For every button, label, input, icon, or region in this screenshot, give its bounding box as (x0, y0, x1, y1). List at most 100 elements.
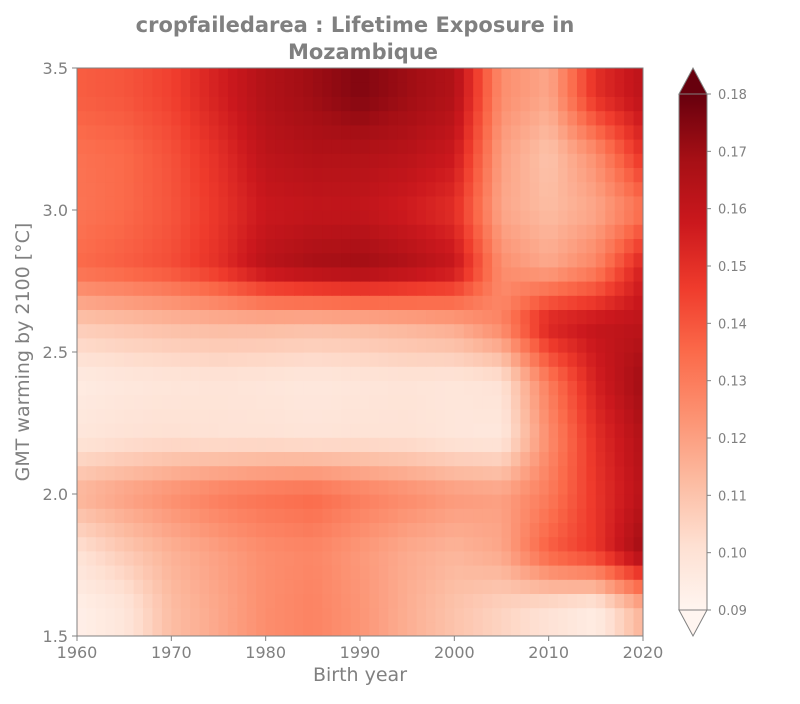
heatmap-cell (284, 394, 295, 410)
heatmap-cell (284, 536, 295, 552)
heatmap-cell (322, 323, 333, 339)
heatmap-cell (463, 550, 474, 566)
heatmap-cell (529, 295, 540, 310)
heatmap-cell (510, 479, 521, 495)
heatmap-cell (558, 124, 569, 140)
heatmap-cell (312, 494, 323, 509)
heatmap-cell (209, 153, 220, 168)
heatmap-cell (567, 451, 578, 467)
heatmap-cell (473, 82, 484, 97)
heatmap-cell (275, 153, 286, 168)
heatmap-cell (463, 124, 474, 140)
heatmap-cell (388, 295, 399, 310)
heatmap-cell (586, 337, 597, 353)
heatmap-cell (312, 167, 323, 183)
heatmap-cell (567, 579, 578, 594)
heatmap-cell (237, 366, 248, 381)
heatmap-cell (378, 266, 389, 282)
heatmap-cell (576, 607, 587, 623)
heatmap-cell (124, 451, 135, 467)
heatmap-cell (473, 167, 484, 183)
heatmap-cell (388, 380, 399, 396)
heatmap-cell (624, 68, 635, 83)
heatmap-cell (397, 252, 408, 268)
heatmap-cell (133, 479, 144, 495)
heatmap-cell (275, 124, 286, 140)
heatmap-cell (360, 607, 371, 623)
heatmap-cell (576, 96, 587, 112)
heatmap-cell (275, 323, 286, 339)
heatmap-cell (482, 224, 493, 239)
heatmap-cell (586, 437, 597, 452)
heatmap-cell (218, 210, 229, 225)
heatmap-cell (77, 579, 88, 594)
heatmap-cell (265, 195, 276, 211)
heatmap-cell (86, 295, 97, 310)
heatmap-cell (293, 494, 304, 509)
heatmap-cell (105, 366, 116, 381)
heatmap-cell (482, 621, 493, 636)
heatmap-cell (303, 68, 314, 83)
heatmap-cell (548, 68, 559, 83)
heatmap-cell (482, 281, 493, 296)
heatmap-cell (454, 295, 465, 310)
heatmap-cell (426, 309, 437, 325)
heatmap-cell (463, 621, 474, 636)
heatmap-cell (95, 96, 106, 112)
heatmap-cell (331, 266, 342, 282)
heatmap-cell (595, 139, 606, 154)
heatmap-cell (265, 139, 276, 154)
heatmap-cell (293, 423, 304, 438)
heatmap-cell (284, 337, 295, 353)
heatmap-cell (143, 195, 154, 211)
heatmap-cell (190, 124, 201, 140)
heatmap-cell (265, 96, 276, 112)
heatmap-cell (218, 266, 229, 282)
heatmap-cell (237, 110, 248, 126)
heatmap-cell (77, 309, 88, 325)
heatmap-cell (180, 124, 191, 140)
heatmap-cell (265, 68, 276, 83)
heatmap-cell (624, 394, 635, 410)
heatmap-cell (86, 621, 97, 636)
heatmap-cell (454, 281, 465, 296)
heatmap-cell (86, 210, 97, 225)
heatmap-cell (256, 266, 267, 282)
heatmap-cell (407, 437, 418, 452)
heatmap-cell (473, 139, 484, 154)
heatmap-cell (303, 607, 314, 623)
heatmap-cell (567, 380, 578, 396)
heatmap-cell (199, 266, 210, 282)
heatmap-cell (463, 479, 474, 495)
heatmap-cell (454, 550, 465, 566)
heatmap-cell (77, 423, 88, 438)
heatmap-cell (171, 68, 182, 83)
heatmap-cell (350, 550, 361, 566)
heatmap-cell (595, 380, 606, 396)
heatmap-cell (86, 366, 97, 381)
heatmap-cell (199, 167, 210, 183)
heatmap-cell (246, 266, 257, 282)
heatmap-cell (501, 423, 512, 438)
heatmap-cell (416, 593, 427, 609)
heatmap-cell (133, 68, 144, 83)
heatmap-cell (510, 522, 521, 538)
heatmap-cell (510, 593, 521, 609)
heatmap-cell (322, 238, 333, 254)
heatmap-cell (633, 607, 643, 623)
heatmap-cell (95, 394, 106, 410)
heatmap-cell (501, 266, 512, 282)
chart-title: cropfailedarea : Lifetime Exposure in Mo… (136, 13, 575, 64)
heatmap-cell (492, 110, 503, 126)
heatmap-cell (256, 550, 267, 566)
heatmap-cell (463, 337, 474, 353)
heatmap-cell (454, 153, 465, 168)
heatmap-cell (595, 607, 606, 623)
heatmap-cell (473, 380, 484, 396)
heatmap-cell (520, 621, 531, 636)
heatmap-cell (152, 82, 163, 97)
heatmap-cell (595, 96, 606, 112)
heatmap-cell (435, 550, 446, 566)
heatmap-cell (520, 352, 531, 367)
heatmap-cell (360, 508, 371, 523)
